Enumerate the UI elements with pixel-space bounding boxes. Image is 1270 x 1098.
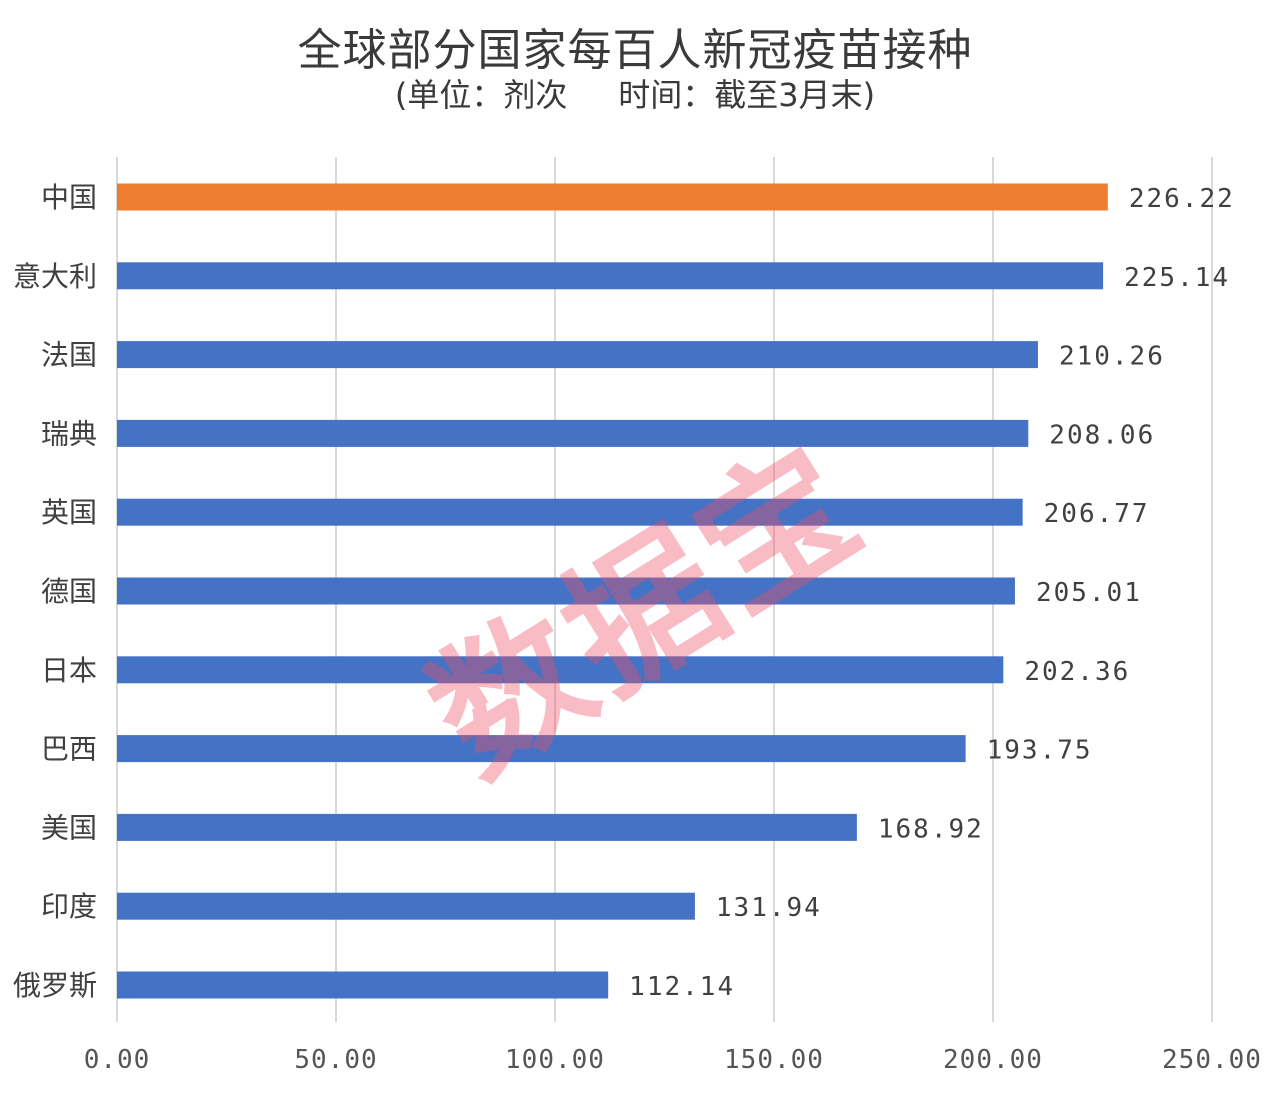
data-label: 225.14 — [1124, 263, 1230, 293]
data-label: 208.06 — [1049, 420, 1155, 450]
bar — [117, 892, 695, 920]
x-tick-label: 250.00 — [1162, 1045, 1262, 1075]
category-label: 印度 — [41, 890, 97, 923]
bar — [117, 341, 1038, 369]
bar — [117, 656, 1004, 684]
x-tick-label: 50.00 — [294, 1045, 377, 1075]
data-label: 226.22 — [1129, 184, 1235, 214]
data-label: 210.26 — [1059, 342, 1165, 372]
bar — [117, 813, 857, 841]
category-label: 英国 — [41, 496, 97, 529]
bar — [117, 183, 1108, 211]
bar — [117, 498, 1023, 526]
bar — [117, 735, 966, 763]
category-label: 瑞典 — [41, 417, 97, 450]
data-label: 131.94 — [716, 893, 822, 923]
category-label: 巴西 — [41, 733, 97, 766]
category-label: 中国 — [41, 181, 97, 214]
bar — [117, 262, 1104, 290]
data-label: 202.36 — [1024, 657, 1130, 687]
x-tick-label: 150.00 — [724, 1045, 824, 1075]
data-label: 206.77 — [1044, 499, 1150, 529]
x-tick-label: 0.00 — [84, 1045, 151, 1075]
x-tick-label: 100.00 — [505, 1045, 605, 1075]
data-label: 205.01 — [1036, 578, 1142, 608]
chart-title: 全球部分国家每百人新冠疫苗接种 — [297, 25, 973, 76]
chart-subtitle: (单位：剂次 时间：截至3月末) — [394, 76, 876, 114]
category-label: 德国 — [41, 575, 97, 608]
data-label: 112.14 — [629, 972, 735, 1002]
data-label: 168.92 — [878, 814, 984, 844]
category-label: 美国 — [41, 811, 97, 844]
category-label: 俄罗斯 — [13, 969, 97, 1002]
bar — [117, 419, 1029, 447]
category-label: 法国 — [41, 339, 97, 372]
category-label: 意大利 — [13, 260, 97, 293]
x-tick-label: 200.00 — [943, 1045, 1043, 1075]
data-label: 193.75 — [987, 736, 1093, 766]
bar — [117, 577, 1015, 605]
bar — [117, 971, 609, 999]
category-label: 日本 — [41, 654, 97, 687]
